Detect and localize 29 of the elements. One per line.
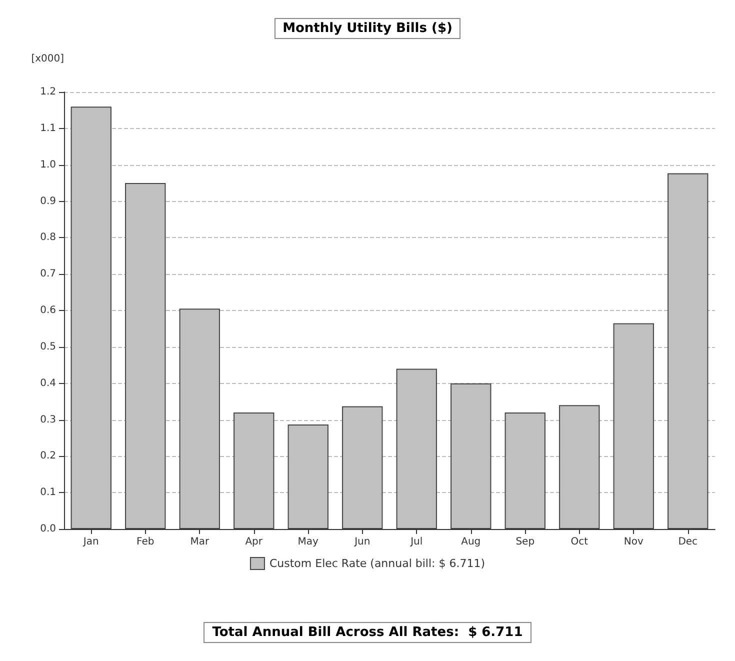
y-tick-label: 1.0 bbox=[40, 159, 56, 170]
y-axis-title: [x000] bbox=[31, 54, 64, 64]
x-tick-label: Sep bbox=[516, 536, 535, 548]
x-tick-label: Dec bbox=[678, 536, 698, 548]
y-tick-label: 1.1 bbox=[40, 122, 56, 134]
text: Total Annual Bill Across All Rates: $ 6.711 bbox=[212, 625, 523, 640]
x-tick-label: Feb bbox=[136, 536, 154, 548]
legend-label: Custom Elec Rate (annual bill: $ 6.711) bbox=[269, 557, 486, 570]
x-tick-label: Jul bbox=[410, 536, 423, 548]
x-tick-label: Mar bbox=[190, 536, 210, 548]
y-tick-label: 1.2 bbox=[40, 86, 56, 98]
x-tick-label: Oct bbox=[570, 536, 588, 548]
x-tick-label: May bbox=[298, 536, 319, 548]
y-tick-label: 0.6 bbox=[40, 305, 56, 316]
y-tick-label: 0.8 bbox=[40, 232, 56, 244]
y-tick-label: 0.9 bbox=[40, 196, 56, 207]
x-tick-label: Jun bbox=[354, 536, 370, 548]
y-tick-label: 0.0 bbox=[40, 524, 56, 534]
x-tick-label: Aug bbox=[461, 536, 481, 548]
x-tick-label: Nov bbox=[624, 536, 644, 548]
y-tick-label: 0.5 bbox=[40, 341, 56, 352]
x-tick-label: Jan bbox=[82, 536, 99, 548]
y-tick-label: 0.7 bbox=[40, 268, 56, 280]
y-tick-label: 0.1 bbox=[40, 487, 56, 498]
x-tick-label: Apr bbox=[245, 536, 264, 548]
chart-title: Monthly Utility Bills ($) bbox=[282, 21, 452, 36]
y-tick-label: 0.3 bbox=[40, 414, 56, 426]
y-tick-label: 0.2 bbox=[40, 450, 56, 462]
y-tick-label: 0.4 bbox=[40, 378, 56, 389]
